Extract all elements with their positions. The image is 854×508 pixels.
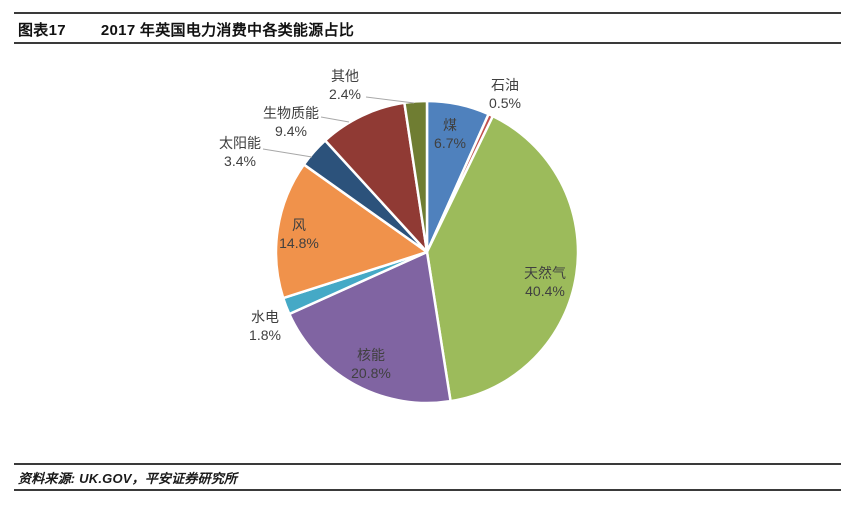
pie-slice-3 [288,250,452,405]
leader-line-6 [262,148,313,158]
pie-slice-7 [323,101,429,254]
leader-line-8 [365,96,415,104]
figure-title: 2017 年英国电力消费中各类能源占比 [100,22,355,39]
top-divider [14,12,841,14]
figure-header: 图表17 2017 年英国电力消费中各类能源占比 [18,19,354,40]
pie-slice-2 [425,114,580,403]
footer-divider-top [14,463,841,465]
header-divider [14,42,841,44]
leader-line-7 [320,116,350,123]
figure-label: 图表17 [18,22,66,39]
pie-slice-5 [274,163,429,300]
footer-divider-bottom [14,489,841,491]
pie-slice-8 [403,99,429,254]
source-note: 资料来源: UK.GOV，平安证券研究所 [18,471,238,486]
